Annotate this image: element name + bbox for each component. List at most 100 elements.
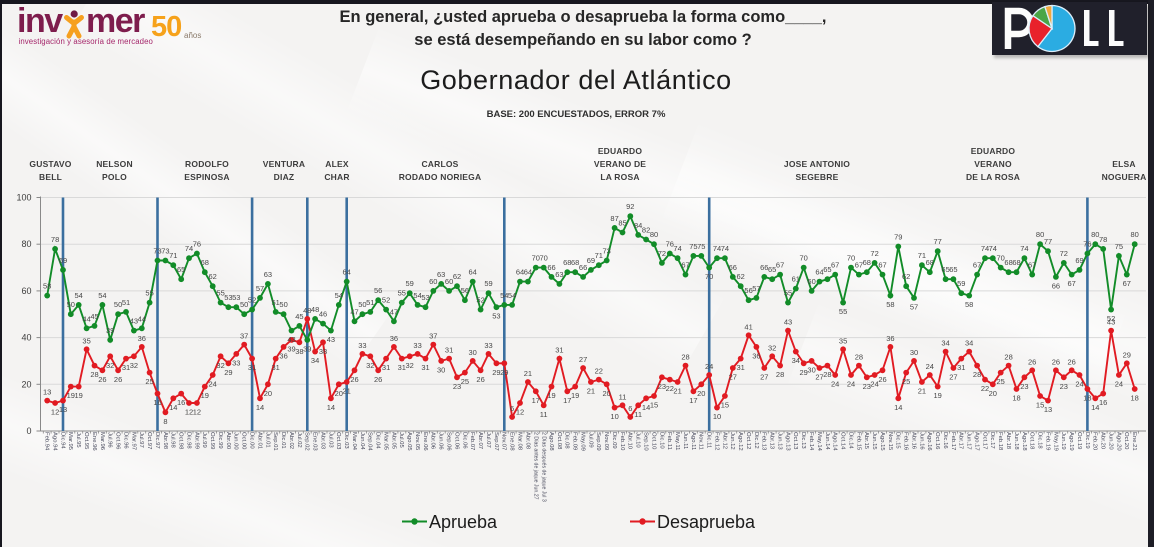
svg-text:2 Días antes de jaque Jun.27: 2 Días antes de jaque Jun.27: [532, 432, 538, 500]
svg-text:32: 32: [366, 361, 374, 370]
svg-text:8: 8: [163, 417, 167, 426]
svg-text:21: 21: [673, 387, 681, 396]
svg-text:58: 58: [965, 300, 973, 309]
svg-text:6: 6: [510, 404, 514, 413]
svg-text:Feb.09: Feb.09: [572, 432, 578, 450]
svg-text:Dic.10: Dic.10: [658, 432, 664, 449]
svg-text:26: 26: [878, 375, 886, 384]
svg-text:67: 67: [878, 261, 886, 270]
svg-text:24: 24: [705, 362, 713, 371]
svg-text:Dic.94: Dic.94: [59, 432, 65, 449]
svg-text:Jul.98: Jul.98: [170, 432, 176, 448]
svg-text:16: 16: [177, 398, 185, 407]
svg-text:Oct.12: Oct.12: [745, 432, 751, 449]
svg-text:30: 30: [469, 348, 477, 357]
svg-text:Sep.04: Sep.04: [367, 432, 373, 451]
svg-text:Feb.94: Feb.94: [44, 432, 50, 451]
svg-text:16: 16: [1099, 398, 1107, 407]
svg-text:Oct.18: Oct.18: [1029, 432, 1035, 450]
svg-text:64: 64: [343, 268, 351, 277]
svg-text:62: 62: [902, 272, 910, 281]
svg-text:69: 69: [1075, 256, 1083, 265]
svg-text:52: 52: [476, 296, 484, 305]
svg-text:16: 16: [153, 398, 161, 407]
svg-text:Dic.19: Dic.19: [1084, 432, 1090, 449]
svg-text:Ago.11: Ago.11: [690, 432, 696, 450]
svg-text:Dic.14: Dic.14: [847, 432, 853, 449]
svg-text:Jun.11: Jun.11: [682, 432, 688, 449]
svg-text:Oct.19: Oct.19: [1076, 432, 1082, 449]
svg-text:62: 62: [453, 272, 461, 281]
svg-text:36: 36: [752, 351, 760, 360]
svg-text:Dic.08: Dic.08: [564, 432, 570, 449]
svg-text:14: 14: [256, 403, 264, 412]
svg-text:74: 74: [989, 244, 997, 253]
svg-text:92: 92: [626, 202, 634, 211]
svg-text:Dic.12: Dic.12: [753, 432, 759, 449]
svg-text:85: 85: [618, 219, 626, 228]
svg-text:Feb.13: Feb.13: [761, 432, 767, 451]
svg-text:Abr.13: Abr.13: [769, 432, 775, 450]
svg-text:21: 21: [343, 387, 351, 396]
svg-text:Dic.17: Dic.17: [989, 432, 995, 449]
svg-text:Feb.07: Feb.07: [469, 432, 475, 450]
svg-text:66: 66: [1052, 281, 1060, 290]
svg-text:Mar.97: Mar.97: [130, 432, 136, 450]
svg-text:Ago.17: Ago.17: [974, 432, 980, 451]
svg-text:10: 10: [713, 412, 721, 421]
svg-text:59: 59: [484, 279, 492, 288]
svg-text:Dic.03: Dic.03: [343, 432, 349, 449]
svg-text:55: 55: [398, 289, 406, 298]
svg-text:20: 20: [603, 389, 611, 398]
svg-text:28: 28: [855, 353, 863, 362]
svg-text:Jun.00: Jun.00: [233, 432, 239, 450]
svg-text:Oct.06: Oct.06: [453, 432, 459, 450]
svg-text:Oct.10: Oct.10: [650, 432, 656, 450]
svg-text:Jun.17: Jun.17: [966, 432, 972, 450]
svg-text:31: 31: [248, 363, 256, 372]
svg-text:57: 57: [910, 302, 918, 311]
svg-text:38: 38: [295, 347, 303, 356]
svg-text:38: 38: [319, 347, 327, 356]
svg-text:76: 76: [1083, 240, 1091, 249]
svg-text:70: 70: [705, 272, 713, 281]
svg-text:67: 67: [831, 261, 839, 270]
svg-text:28: 28: [973, 370, 981, 379]
svg-text:80: 80: [21, 239, 31, 249]
svg-text:33: 33: [413, 341, 421, 350]
svg-text:Dic.01: Dic.01: [280, 432, 286, 449]
svg-text:Jul.07: Jul.07: [485, 432, 491, 448]
svg-text:Nov.05: Nov.05: [414, 432, 420, 451]
svg-text:Ene.06: Ene.06: [422, 432, 428, 451]
svg-text:35: 35: [839, 336, 847, 345]
svg-text:14: 14: [642, 403, 650, 412]
svg-text:30: 30: [910, 348, 918, 357]
svg-text:Ene.21: Ene.21: [1131, 432, 1137, 451]
svg-text:23: 23: [1060, 382, 1068, 391]
svg-text:43: 43: [784, 318, 792, 327]
svg-text:Mar.96: Mar.96: [99, 432, 105, 451]
svg-text:31: 31: [555, 346, 563, 355]
svg-text:11: 11: [540, 410, 548, 419]
svg-text:31: 31: [382, 363, 390, 372]
svg-text:31: 31: [445, 346, 453, 355]
svg-text:40: 40: [21, 333, 31, 343]
svg-text:Jun.19: Jun.19: [1060, 432, 1066, 450]
svg-text:41: 41: [744, 322, 752, 331]
svg-text:Dic.13: Dic.13: [800, 432, 806, 449]
svg-text:77: 77: [934, 237, 942, 246]
svg-text:60: 60: [807, 277, 815, 286]
svg-text:32: 32: [768, 343, 776, 352]
svg-text:Dic.15: Dic.15: [895, 432, 901, 449]
svg-text:21: 21: [918, 387, 926, 396]
svg-text:30: 30: [437, 365, 445, 374]
svg-text:68: 68: [201, 258, 209, 267]
svg-text:74: 74: [1020, 244, 1028, 253]
svg-text:32: 32: [130, 361, 138, 370]
svg-text:33: 33: [232, 358, 240, 367]
svg-text:37: 37: [240, 332, 248, 341]
svg-text:70: 70: [540, 254, 548, 263]
svg-text:Abr.20: Abr.20: [1100, 432, 1106, 450]
svg-text:25: 25: [902, 377, 910, 386]
svg-text:24: 24: [847, 380, 855, 389]
